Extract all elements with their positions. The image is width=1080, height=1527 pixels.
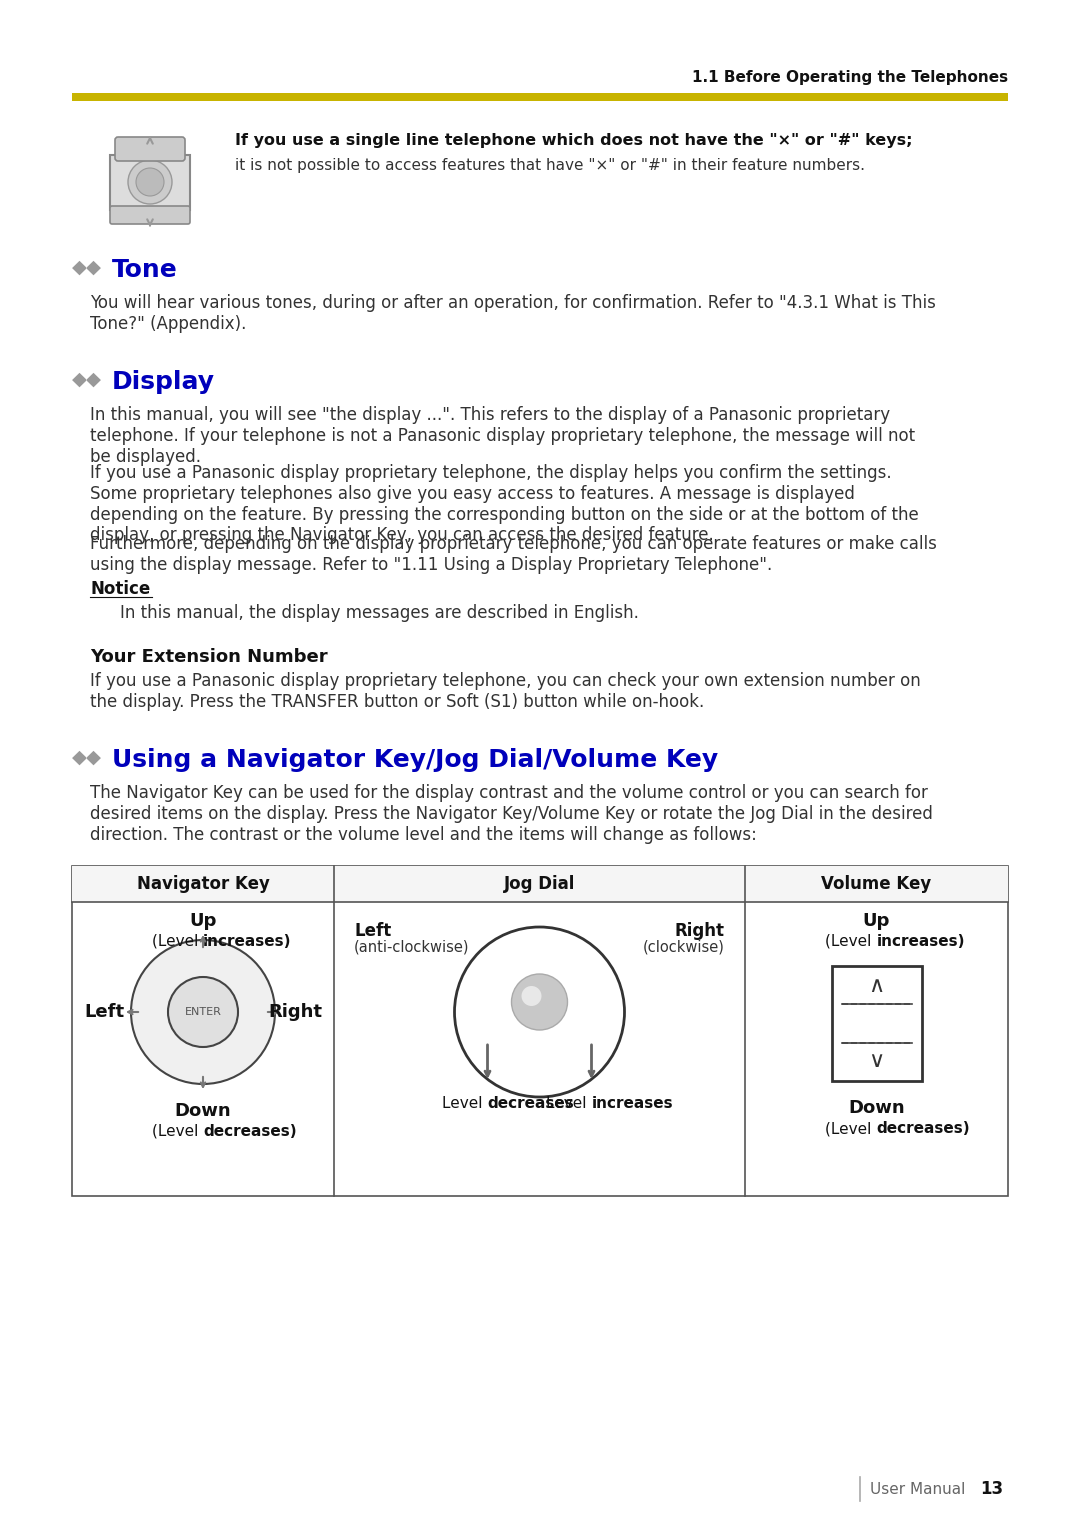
Text: Right: Right — [268, 1003, 322, 1022]
Text: ◆◆: ◆◆ — [72, 258, 102, 276]
Text: (Level: (Level — [825, 935, 877, 948]
Circle shape — [455, 927, 624, 1096]
Text: User Manual: User Manual — [870, 1481, 966, 1496]
Text: If you use a Panasonic display proprietary telephone, the display helps you conf: If you use a Panasonic display proprieta… — [90, 464, 919, 545]
Circle shape — [512, 974, 567, 1031]
Text: Tone: Tone — [112, 258, 178, 282]
Text: Left: Left — [84, 1003, 124, 1022]
Text: (Level: (Level — [152, 935, 203, 948]
Bar — [832, 967, 921, 1081]
Text: 13: 13 — [980, 1480, 1003, 1498]
Circle shape — [131, 941, 275, 1084]
Text: ∧: ∧ — [868, 976, 885, 996]
Text: Up: Up — [863, 912, 890, 930]
Bar — [72, 866, 1008, 902]
Text: Your Extension Number: Your Extension Number — [90, 647, 327, 666]
Text: decreases): decreases) — [203, 1124, 297, 1139]
Text: The Navigator Key can be used for the display contrast and the volume control or: The Navigator Key can be used for the di… — [90, 783, 933, 843]
Text: If you use a single line telephone which does not have the "×" or "#" keys;: If you use a single line telephone which… — [235, 133, 913, 148]
Text: decreases): decreases) — [877, 1121, 970, 1136]
Text: In this manual, the display messages are described in English.: In this manual, the display messages are… — [120, 605, 639, 621]
Text: increases): increases) — [203, 935, 292, 948]
Text: ENTER: ENTER — [185, 1006, 221, 1017]
Text: Using a Navigator Key/Jog Dial/Volume Key: Using a Navigator Key/Jog Dial/Volume Ke… — [112, 748, 718, 773]
Text: Furthermore, depending on the display proprietary telephone, you can operate fea: Furthermore, depending on the display pr… — [90, 534, 936, 574]
Text: it is not possible to access features that have "×" or "#" in their feature numb: it is not possible to access features th… — [235, 157, 865, 173]
Text: If you use a Panasonic display proprietary telephone, you can check your own ext: If you use a Panasonic display proprieta… — [90, 672, 921, 710]
Text: decreases: decreases — [487, 1096, 575, 1112]
Text: (Level: (Level — [825, 1121, 877, 1136]
Text: Up: Up — [189, 912, 217, 930]
Text: ◆◆: ◆◆ — [72, 748, 102, 767]
Text: Level: Level — [442, 1096, 487, 1112]
Text: ◆◆: ◆◆ — [72, 370, 102, 389]
Text: Jog Dial: Jog Dial — [503, 875, 576, 893]
Text: Display: Display — [112, 370, 215, 394]
Text: Level: Level — [546, 1096, 592, 1112]
Text: Down: Down — [848, 1099, 905, 1116]
Text: Notice: Notice — [90, 580, 150, 599]
FancyBboxPatch shape — [110, 206, 190, 224]
Circle shape — [168, 977, 238, 1048]
Bar — [72, 93, 1008, 101]
Bar — [110, 156, 190, 211]
Circle shape — [522, 986, 541, 1006]
Text: (Level: (Level — [152, 1124, 203, 1139]
Bar — [72, 866, 1008, 1196]
Text: 1.1 Before Operating the Telephones: 1.1 Before Operating the Telephones — [692, 70, 1008, 86]
Text: increases: increases — [592, 1096, 673, 1112]
Text: (clockwise): (clockwise) — [643, 941, 725, 954]
FancyBboxPatch shape — [114, 137, 185, 160]
Text: Volume Key: Volume Key — [822, 875, 932, 893]
Text: (anti-clockwise): (anti-clockwise) — [354, 941, 470, 954]
Circle shape — [129, 160, 172, 205]
Text: Right: Right — [675, 922, 725, 941]
Text: increases): increases) — [877, 935, 966, 948]
Text: Down: Down — [175, 1102, 231, 1119]
Text: Navigator Key: Navigator Key — [136, 875, 269, 893]
Text: ∨: ∨ — [868, 1051, 885, 1070]
Circle shape — [136, 168, 164, 195]
Text: Left: Left — [354, 922, 391, 941]
Text: In this manual, you will see "the display ...". This refers to the display of a : In this manual, you will see "the displa… — [90, 406, 915, 466]
Text: You will hear various tones, during or after an operation, for confirmation. Ref: You will hear various tones, during or a… — [90, 295, 936, 333]
